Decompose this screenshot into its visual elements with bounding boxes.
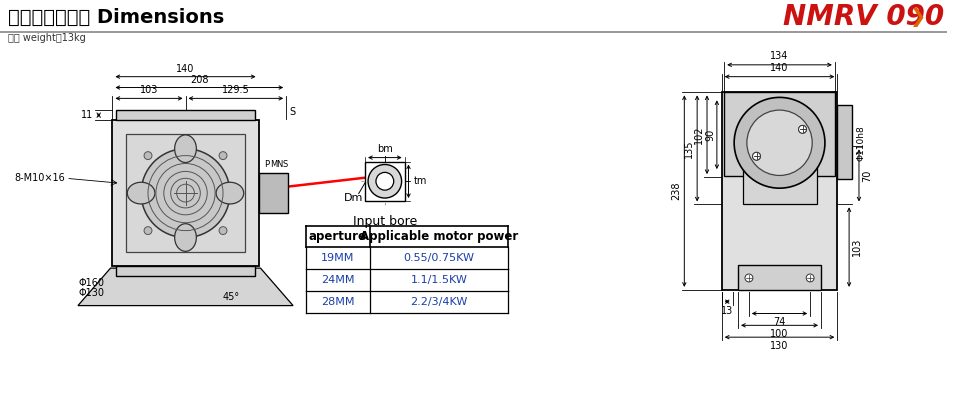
Text: Input bore: Input bore [352, 215, 417, 228]
Text: 重量 weight；13kg: 重量 weight；13kg [8, 33, 85, 43]
Bar [837, 105, 852, 179]
Text: 103: 103 [140, 85, 158, 95]
Circle shape [144, 227, 152, 235]
Bar [724, 93, 835, 176]
Text: 19MM: 19MM [322, 253, 354, 263]
Text: NMRV 090: NMRV 090 [782, 4, 944, 32]
Circle shape [799, 125, 806, 133]
Bar [365, 162, 404, 201]
Ellipse shape [128, 182, 155, 204]
Text: bm: bm [377, 144, 393, 154]
Text: 28MM: 28MM [322, 296, 354, 307]
Polygon shape [78, 268, 293, 306]
Circle shape [799, 125, 806, 133]
Text: 90: 90 [705, 128, 715, 141]
Text: S: S [282, 160, 288, 170]
Text: Dm: Dm [344, 193, 363, 203]
Bar [127, 134, 245, 252]
Text: 24MM: 24MM [322, 275, 354, 285]
Text: 129.5: 129.5 [222, 85, 250, 95]
Text: 0.55/0.75KW: 0.55/0.75KW [403, 253, 474, 263]
Text: 11: 11 [81, 110, 93, 120]
Ellipse shape [216, 182, 244, 204]
Text: N: N [276, 160, 282, 170]
Circle shape [753, 152, 760, 160]
Circle shape [806, 274, 814, 282]
Text: 140: 140 [177, 64, 195, 74]
Text: 103: 103 [852, 238, 862, 256]
Text: 1.1/1.5KW: 1.1/1.5KW [411, 275, 468, 285]
Text: Φ130: Φ130 [79, 288, 105, 298]
Text: Applicable motor power: Applicable motor power [360, 230, 518, 243]
Bar [738, 265, 821, 290]
Text: 2.2/3/4KW: 2.2/3/4KW [411, 296, 468, 307]
Text: 208: 208 [190, 75, 208, 85]
Text: 70: 70 [862, 169, 872, 182]
Bar [258, 174, 288, 213]
Text: 140: 140 [770, 63, 789, 73]
Bar [722, 93, 837, 290]
Text: 减速机外型尺寸 Dimensions: 减速机外型尺寸 Dimensions [8, 8, 224, 27]
Circle shape [376, 172, 394, 190]
Circle shape [745, 274, 753, 282]
Text: 102: 102 [694, 126, 704, 144]
Text: 130: 130 [770, 341, 789, 351]
Text: ❯: ❯ [909, 8, 925, 27]
Circle shape [753, 152, 760, 160]
Circle shape [734, 97, 825, 188]
Text: 135: 135 [684, 139, 694, 158]
Text: P: P [264, 160, 269, 170]
Text: 74: 74 [774, 318, 785, 328]
Text: tm: tm [414, 176, 427, 186]
Text: M: M [270, 160, 276, 170]
Text: aperture: aperture [309, 230, 367, 243]
Text: Φ110h8: Φ110h8 [856, 125, 865, 161]
Ellipse shape [141, 149, 229, 237]
Text: Φ160: Φ160 [79, 278, 105, 288]
Bar [742, 147, 817, 204]
Text: 45°: 45° [223, 292, 240, 302]
Circle shape [219, 152, 227, 160]
Text: 13: 13 [721, 306, 733, 316]
Bar [116, 110, 254, 120]
Text: 8-M10×16: 8-M10×16 [14, 173, 65, 183]
Text: 238: 238 [671, 182, 682, 200]
Circle shape [747, 110, 812, 176]
Circle shape [368, 164, 401, 198]
Bar [116, 266, 254, 276]
Circle shape [144, 152, 152, 160]
Text: S: S [289, 107, 296, 117]
Ellipse shape [175, 224, 197, 251]
Ellipse shape [175, 135, 197, 162]
Text: 134: 134 [770, 51, 789, 61]
Circle shape [219, 227, 227, 235]
Bar [112, 120, 258, 266]
Text: 100: 100 [770, 329, 789, 339]
